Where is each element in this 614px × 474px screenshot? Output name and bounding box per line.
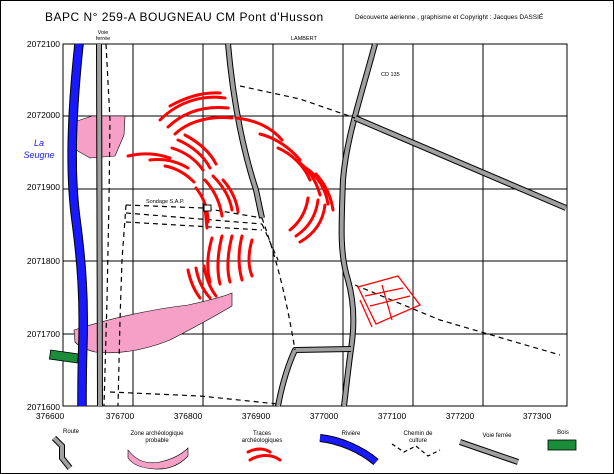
y-tick-label: 2071600 <box>26 402 60 412</box>
y-tick-label: 2071800 <box>26 256 60 266</box>
x-tick-label: 376800 <box>173 411 203 421</box>
farm-track <box>103 43 561 407</box>
archaeological-traces <box>126 91 335 300</box>
road-branch <box>275 346 352 407</box>
archaeological-traces-icon <box>246 447 282 462</box>
railway-icon <box>459 439 519 465</box>
x-tick-label: 376900 <box>241 411 271 421</box>
archaeological-zone <box>73 292 233 354</box>
enclosure-trace <box>357 275 422 328</box>
lambert-label: LAMBERT <box>291 36 317 42</box>
archaeological-zone-icon <box>127 447 189 470</box>
x-tick-label: 377300 <box>522 411 552 421</box>
legend-label-river: Rivière <box>341 431 361 437</box>
legend-label-zone: Zone archéologique probable <box>130 431 184 444</box>
map-title: BAPC N° 259-A BOUGNEAU CM Pont d'Husson <box>45 10 324 24</box>
road-cd-135 <box>338 43 378 407</box>
x-tick-label: 377000 <box>309 411 339 421</box>
river-icon <box>319 434 379 466</box>
x-tick-label: 377200 <box>445 411 475 421</box>
road-diagonal <box>353 115 568 211</box>
legend-label-road: Route <box>62 429 79 435</box>
x-tick-label: 376700 <box>105 411 135 421</box>
y-tick-label: 2072000 <box>26 110 60 120</box>
copyright-text: Découverte aérienne , graphisme et Copyr… <box>355 14 544 21</box>
legend <box>51 434 577 470</box>
legend-label-railway: Voie ferrée <box>482 433 512 439</box>
river-seugne-water <box>68 43 87 407</box>
road <box>225 43 265 219</box>
legend-label-woods: Bois <box>557 430 569 436</box>
legend-label-traces: Traces archéologiques <box>241 431 283 444</box>
sondage-marker <box>203 204 212 212</box>
y-tick-label: 2071700 <box>26 329 60 339</box>
railway-line <box>96 43 103 407</box>
y-tick-label: 2072100 <box>26 39 60 49</box>
x-tick-label: 376600 <box>35 411 65 421</box>
farm-track-icon <box>391 443 441 457</box>
legend-label-track: Chemin de culture <box>403 431 433 444</box>
road-icon <box>51 435 73 470</box>
railway-label: Voie ferrée <box>95 30 111 42</box>
woods-patch <box>48 349 79 364</box>
y-tick-label: 2071900 <box>26 182 60 192</box>
x-tick-label: 377100 <box>377 411 407 421</box>
river-name-label: La Seugne <box>23 138 55 160</box>
sondage-label: Sondage S.A.P. <box>146 199 185 205</box>
woods-icon <box>547 439 577 451</box>
road-cd-label: CD 135 <box>381 72 400 78</box>
